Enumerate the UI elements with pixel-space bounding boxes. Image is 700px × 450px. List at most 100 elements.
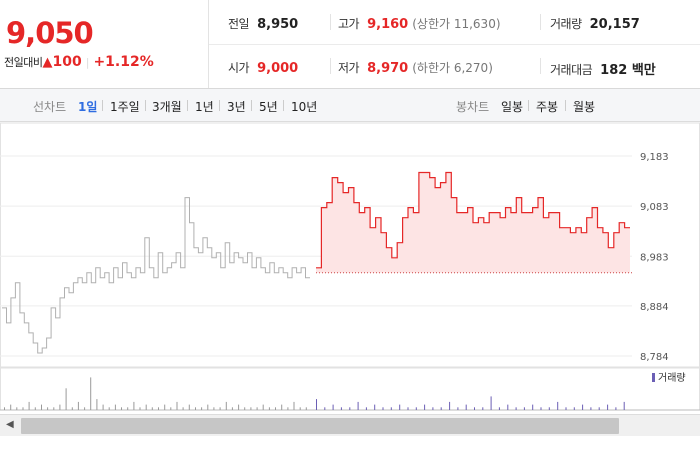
- period-3y[interactable]: 3년: [227, 100, 246, 114]
- volume-bar-prev: [59, 404, 61, 410]
- volume-bar-prev: [108, 407, 110, 410]
- volume-bar-today: [607, 404, 609, 410]
- stat-label: 거래대금: [550, 63, 593, 77]
- volume-bar-prev: [90, 377, 92, 410]
- volume-bar-prev: [170, 407, 172, 410]
- volume-bar-prev: [28, 401, 30, 410]
- volume-bar-prev: [133, 401, 135, 410]
- period-3m[interactable]: 3개월: [152, 100, 182, 114]
- candle-weekly[interactable]: 주봉: [536, 100, 559, 114]
- toolbar-divider: [145, 100, 146, 111]
- scroll-left-icon[interactable]: ◀: [6, 419, 14, 430]
- volume-bar-today: [540, 407, 542, 410]
- volume-bar-today: [340, 407, 342, 410]
- volume-bar-prev: [262, 404, 264, 410]
- volume-bar-today: [507, 404, 509, 410]
- volume-bar-prev: [34, 407, 36, 410]
- volume-bar-today: [457, 407, 459, 410]
- y-tick-label: 9,083: [640, 202, 669, 213]
- stat-label: 거래량: [550, 17, 582, 31]
- y-tick-label: 8,884: [640, 302, 669, 313]
- candle-daily[interactable]: 일봉: [501, 100, 524, 114]
- stat-prev-close: 전일 8,950: [228, 15, 298, 32]
- volume-panel: 거래량: [0, 367, 700, 411]
- period-1w[interactable]: 1주일: [110, 100, 140, 114]
- volume-bar-prev: [65, 388, 67, 410]
- stat-value: 8,970: [367, 61, 409, 76]
- stat-value: 8,950: [257, 17, 299, 32]
- volume-bar-today: [565, 407, 567, 410]
- volume-bar-prev: [114, 404, 116, 410]
- cell-divider: [330, 58, 331, 74]
- volume-bar-prev: [287, 407, 289, 410]
- prev-day-line: [2, 197, 310, 354]
- volume-bar-prev: [158, 407, 159, 410]
- volume-bar-prev: [102, 404, 104, 410]
- y-tick-label: 8,983: [640, 252, 669, 263]
- volume-bar-today: [415, 407, 417, 410]
- prev-day-series: [2, 197, 310, 354]
- stats-divider: [209, 44, 700, 45]
- volume-bar-prev: [219, 407, 221, 410]
- y-tick-label: 8,784: [640, 352, 669, 363]
- volume-bar-prev: [10, 404, 12, 410]
- today-line: [316, 171, 630, 269]
- volume-bar-prev: [207, 404, 209, 410]
- volume-bar-prev: [225, 401, 227, 410]
- volume-bar-prev: [47, 407, 49, 410]
- change-percent: +1.12%: [93, 54, 154, 70]
- volume-legend-label: 거래량: [658, 372, 686, 384]
- volume-bar-today: [615, 407, 617, 410]
- stat-label: 고가: [338, 17, 360, 31]
- candle-monthly[interactable]: 월봉: [573, 100, 596, 114]
- volume-bar-prev: [164, 404, 166, 410]
- volume-legend-swatch: [652, 373, 655, 382]
- volume-bar-today: [582, 404, 584, 410]
- current-price: 9,050: [6, 16, 94, 50]
- volume-bar-prev: [16, 407, 18, 410]
- change-divider: |: [85, 56, 90, 69]
- period-1y[interactable]: 1년: [195, 100, 214, 114]
- volume-bar-today: [449, 401, 451, 410]
- period-10y[interactable]: 10년: [291, 100, 318, 114]
- change-label: 전일대비: [4, 56, 43, 69]
- chart-scrollbar[interactable]: ◀: [0, 414, 700, 437]
- stat-high: 고가 9,160 (상한가 11,630): [338, 15, 501, 32]
- volume-bar-prev: [96, 399, 98, 410]
- stat-label: 시가: [228, 61, 250, 75]
- price-chart[interactable]: 9,183 9,083 8,983 8,884 8,784 거래량: [0, 122, 700, 414]
- volume-bar-today: [407, 407, 409, 410]
- volume-bar-today: [515, 407, 517, 410]
- line-chart-label: 선차트: [33, 100, 67, 114]
- volume-bar-prev: [41, 404, 42, 410]
- volume-bar-today: [432, 407, 434, 410]
- stat-value: 20,157: [589, 17, 640, 32]
- chart-toolbar: 선차트 1일 1주일 3개월 1년 3년 5년 10년 봉차트 일봉 주봉 월봉: [0, 89, 700, 122]
- toolbar-divider: [251, 100, 252, 111]
- scroll-thumb[interactable]: [21, 418, 619, 434]
- toolbar-divider: [283, 100, 284, 111]
- volume-bar-prev: [121, 407, 122, 410]
- change-row: 전일대비▲100 | +1.12%: [4, 54, 154, 70]
- stat-value: 9,160: [367, 17, 409, 32]
- cell-divider: [540, 14, 541, 30]
- volume-bar-prev: [195, 407, 196, 410]
- stat-open: 시가 9,000: [228, 59, 298, 76]
- candle-chart-label: 봉차트: [456, 100, 490, 114]
- header-divider: [208, 0, 209, 88]
- volume-bar-prev: [151, 407, 153, 410]
- period-5y[interactable]: 5년: [259, 100, 278, 114]
- stat-value: 9,000: [257, 61, 299, 76]
- period-1d[interactable]: 1일: [78, 100, 98, 114]
- today-series: [316, 171, 632, 274]
- volume-bar-prev: [268, 407, 270, 410]
- y-tick-label: 9,183: [640, 152, 669, 163]
- volume-bar-prev: [305, 407, 307, 410]
- volume-bar-prev: [77, 401, 79, 410]
- volume-bar-today: [382, 407, 384, 410]
- toolbar-divider: [102, 100, 103, 111]
- stat-sub: (하한가 6,270): [412, 61, 493, 75]
- bottom-strip: [0, 436, 700, 450]
- change-value: 100: [52, 54, 82, 70]
- volume-bar-today: [573, 407, 575, 410]
